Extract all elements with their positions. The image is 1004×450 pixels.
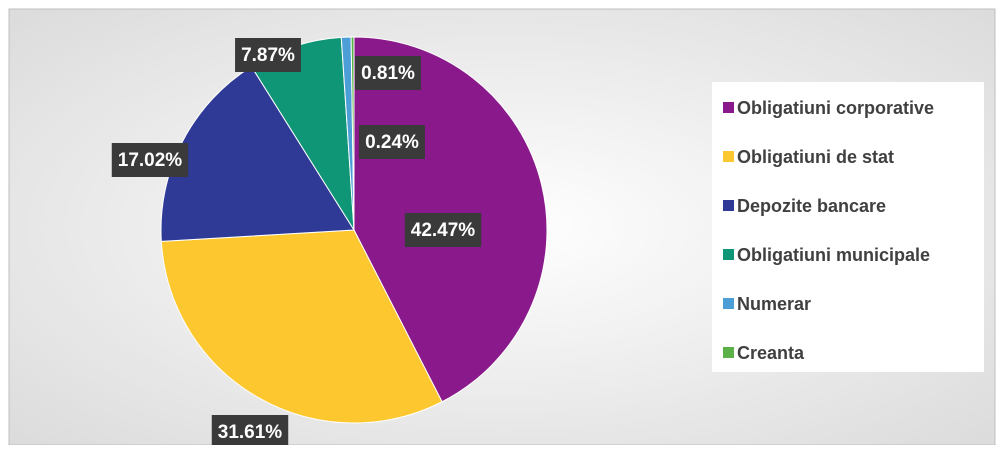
data-label: 17.02% bbox=[118, 150, 183, 171]
legend-label: Creanta bbox=[737, 343, 805, 363]
data-label: 0.81% bbox=[361, 63, 415, 84]
data-label: 31.61% bbox=[218, 422, 283, 443]
legend-label: Obligatiuni municipale bbox=[737, 245, 930, 265]
pie-slice bbox=[160, 65, 355, 242]
legend-label: Obligatiuni de stat bbox=[737, 147, 894, 167]
legend-swatch bbox=[723, 151, 734, 162]
data-label: 42.47% bbox=[411, 220, 476, 241]
data-label-box bbox=[111, 143, 189, 177]
data-label-box bbox=[355, 56, 421, 90]
legend-label: Obligatiuni corporative bbox=[737, 98, 934, 118]
legend-box bbox=[712, 82, 984, 372]
pie-slice bbox=[160, 229, 443, 424]
legend-label: Numerar bbox=[737, 294, 811, 314]
data-label-box bbox=[404, 213, 482, 247]
legend-swatch bbox=[723, 200, 734, 211]
data-label: 7.87% bbox=[241, 45, 295, 66]
data-label: 0.24% bbox=[365, 132, 419, 153]
legend-swatch bbox=[723, 298, 734, 309]
legend-label: Depozite bancare bbox=[737, 196, 886, 216]
legend-swatch bbox=[723, 249, 734, 260]
data-label-box bbox=[359, 125, 425, 159]
data-label-box bbox=[211, 415, 289, 449]
data-label-box bbox=[235, 38, 301, 72]
pie-slice bbox=[350, 36, 355, 231]
legend-swatch bbox=[723, 102, 734, 113]
legend-swatch bbox=[723, 347, 734, 358]
